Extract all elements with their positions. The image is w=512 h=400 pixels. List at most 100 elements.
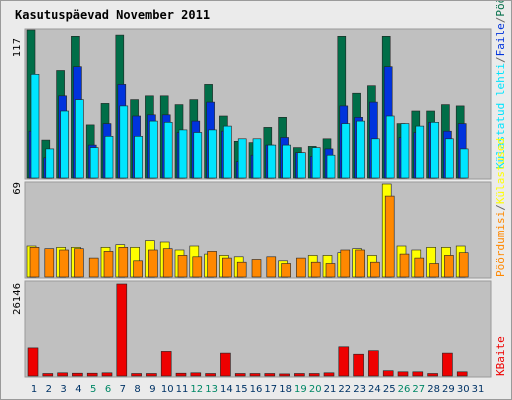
bar-bytes: [220, 352, 231, 377]
bar-visits-mid: [74, 248, 84, 278]
bar-hits: [119, 105, 129, 179]
bar-visits-mid: [266, 256, 277, 278]
x-tick-label: 14: [220, 384, 233, 395]
bar-bytes: [205, 373, 216, 377]
legend-hits: Külastatud lehti: [494, 63, 507, 169]
x-tick-label: 7: [120, 384, 126, 395]
chart-title: Kasutuspäevad November 2011: [15, 8, 210, 22]
bar-hits: [60, 110, 69, 179]
x-tick-label: 21: [324, 384, 337, 395]
x-tick-label: 5: [90, 384, 96, 395]
bar-bytes: [101, 372, 113, 377]
bar-visits-mid: [414, 257, 425, 278]
bar-bytes: [86, 372, 98, 377]
bottom-bars: [27, 283, 468, 377]
bar-visits-mid: [444, 255, 454, 278]
bar-bytes: [57, 372, 68, 377]
bottom-legend: KBaite: [494, 336, 507, 376]
x-tick-label: 1: [31, 384, 37, 395]
bar-visits-mid: [133, 260, 143, 278]
bar-bytes: [116, 283, 128, 377]
bar-hits: [45, 148, 55, 179]
bar-bytes: [264, 373, 276, 377]
bar-hits: [356, 120, 365, 179]
bar-bytes: [323, 372, 335, 377]
bar-bytes: [294, 373, 305, 377]
bar-visits-mid: [148, 249, 158, 278]
bottom-ymax-label: 26146: [12, 283, 23, 315]
x-tick-label: 18: [279, 384, 292, 395]
bar-visits-mid: [281, 263, 291, 278]
bar-bytes: [160, 351, 172, 377]
bar-visits-mid: [429, 263, 439, 278]
bar-hits: [297, 152, 306, 179]
bar-bytes: [234, 373, 246, 377]
x-tick-label: 16: [250, 384, 263, 395]
bar-visits-mid: [340, 249, 351, 278]
x-tick-label: 31: [472, 384, 485, 395]
bar-hits: [341, 123, 351, 179]
bar-visits-mid: [177, 255, 188, 278]
bar-bytes: [131, 373, 142, 377]
x-tick-label: 3: [60, 384, 66, 395]
bar-hits: [267, 144, 277, 179]
bar-hits: [149, 120, 158, 179]
x-tick-label: 2: [46, 384, 52, 395]
bar-visits-mid: [222, 257, 232, 278]
legend-sep: /: [494, 56, 507, 63]
bar-bytes: [427, 373, 438, 377]
middle-ymax-label: 69: [12, 182, 23, 195]
bar-hits: [371, 138, 380, 179]
bar-hits: [237, 138, 247, 179]
top-bars: [26, 29, 469, 179]
bar-hits: [208, 129, 217, 179]
bar-hits: [134, 136, 143, 179]
x-tick-label: 30: [457, 384, 470, 395]
legend-visits: Pöördumisi: [494, 1, 507, 17]
x-tick-label: 29: [442, 384, 455, 395]
bar-visits-mid: [207, 251, 217, 278]
x-tick-label: 10: [161, 384, 174, 395]
bar-hits: [385, 115, 395, 179]
bar-hits: [400, 123, 410, 179]
bar-hits: [193, 132, 203, 179]
bar-hits: [223, 125, 232, 179]
bar-hits: [445, 138, 454, 179]
bar-visits-mid: [399, 253, 410, 278]
bar-visits-mid: [59, 249, 69, 278]
bar-bytes: [72, 372, 83, 377]
bar-bytes: [308, 373, 320, 377]
bar-visits-mid: [192, 256, 203, 278]
bar-hits: [282, 144, 291, 179]
bar-hits: [89, 147, 99, 179]
bar-bytes: [42, 373, 54, 377]
x-tick-label: 20: [309, 384, 322, 395]
x-tick-label: 4: [75, 384, 81, 395]
x-tick-label: 8: [134, 384, 140, 395]
x-tick-label: 25: [383, 384, 396, 395]
bar-visits-mid: [251, 259, 262, 278]
x-tick-label: 22: [338, 384, 351, 395]
bar-visits-mid: [310, 261, 321, 278]
bar-visits-mid: [44, 248, 55, 278]
bar-bytes: [146, 373, 157, 377]
bar-bytes: [338, 346, 350, 377]
x-tick-label: 9: [149, 384, 155, 395]
legend-bytes: KBaite: [494, 336, 507, 376]
bar-visits-mid: [458, 252, 469, 278]
bar-hits: [415, 125, 425, 179]
bar-bytes: [442, 352, 453, 377]
bottom-panel: [24, 280, 492, 378]
x-tick-label: 13: [205, 384, 218, 395]
x-tick-label: 24: [368, 384, 381, 395]
bar-visits-mid: [355, 249, 365, 278]
x-tick-label: 15: [235, 384, 248, 395]
legend-unique: Külastused: [494, 138, 507, 204]
bar-hits: [178, 129, 188, 179]
bar-visits-mid: [118, 247, 129, 278]
bar-bytes: [382, 370, 394, 377]
x-tick-label: 28: [427, 384, 440, 395]
bar-bytes: [412, 371, 424, 377]
